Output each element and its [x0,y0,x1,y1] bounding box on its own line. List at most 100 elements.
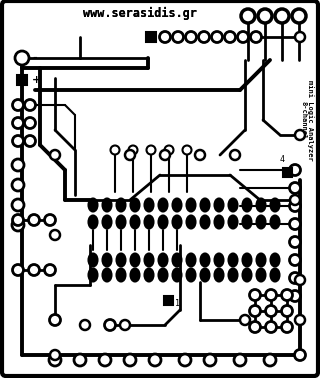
Circle shape [28,214,39,226]
Ellipse shape [116,215,125,228]
Circle shape [290,183,300,194]
Ellipse shape [187,254,196,266]
Circle shape [241,9,255,23]
Text: 1: 1 [175,299,180,307]
Circle shape [290,164,300,175]
Ellipse shape [243,254,252,266]
Ellipse shape [201,254,210,266]
Circle shape [12,179,24,191]
Ellipse shape [187,268,196,282]
Text: www.serasidis.gr: www.serasidis.gr [83,6,197,20]
Ellipse shape [172,215,181,228]
Circle shape [50,350,60,360]
Circle shape [212,31,222,42]
Circle shape [129,146,138,155]
Circle shape [237,31,249,42]
Bar [146,32,156,42]
Ellipse shape [131,254,140,266]
Circle shape [250,305,260,316]
Circle shape [290,291,300,302]
Circle shape [28,265,39,276]
Ellipse shape [89,198,98,212]
Circle shape [295,130,305,140]
Circle shape [49,354,61,366]
Circle shape [290,200,300,212]
Circle shape [110,146,119,155]
Text: -: - [32,53,36,63]
Circle shape [186,31,196,42]
Ellipse shape [187,215,196,228]
Bar [283,167,292,177]
Text: mini Logic Analyzer
8-channel: mini Logic Analyzer 8-channel [300,80,314,160]
Ellipse shape [102,254,111,266]
Circle shape [159,31,171,42]
Circle shape [290,254,300,265]
Ellipse shape [228,198,237,212]
Ellipse shape [158,268,167,282]
Circle shape [295,315,305,325]
Circle shape [25,99,36,110]
Ellipse shape [201,198,210,212]
Ellipse shape [145,198,154,212]
Circle shape [292,9,306,23]
Circle shape [282,322,292,333]
Circle shape [80,320,90,330]
Circle shape [12,214,23,226]
Ellipse shape [131,215,140,228]
Ellipse shape [116,198,125,212]
Circle shape [50,230,60,240]
Circle shape [12,159,24,171]
Ellipse shape [270,198,279,212]
Ellipse shape [243,268,252,282]
Ellipse shape [89,254,98,266]
Ellipse shape [102,215,111,228]
Ellipse shape [145,215,154,228]
Ellipse shape [270,254,279,266]
Circle shape [182,146,191,155]
Ellipse shape [116,254,125,266]
Circle shape [195,150,205,160]
Ellipse shape [116,268,125,282]
Ellipse shape [201,215,210,228]
Ellipse shape [270,268,279,282]
Circle shape [12,135,23,147]
Text: www.serasidis.gr: www.serasidis.gr [83,6,197,20]
Circle shape [147,146,156,155]
Circle shape [120,320,130,330]
Circle shape [74,354,86,366]
Circle shape [15,51,29,65]
Circle shape [264,354,276,366]
Circle shape [105,319,116,330]
Circle shape [282,290,292,301]
Ellipse shape [214,215,223,228]
Ellipse shape [257,215,266,228]
Circle shape [290,237,300,248]
Ellipse shape [158,198,167,212]
Circle shape [295,275,305,285]
Ellipse shape [172,198,181,212]
Ellipse shape [228,268,237,282]
Circle shape [230,150,240,160]
Ellipse shape [214,198,223,212]
Circle shape [250,290,260,301]
Ellipse shape [270,215,279,228]
Ellipse shape [158,254,167,266]
Ellipse shape [214,254,223,266]
Ellipse shape [214,268,223,282]
Circle shape [12,199,24,211]
Ellipse shape [228,254,237,266]
Circle shape [50,314,60,325]
Circle shape [294,350,306,361]
Circle shape [258,9,272,23]
Circle shape [234,354,246,366]
Ellipse shape [102,268,111,282]
Circle shape [290,195,300,205]
Ellipse shape [145,268,154,282]
Ellipse shape [257,198,266,212]
Ellipse shape [228,215,237,228]
Circle shape [225,31,236,42]
Ellipse shape [257,268,266,282]
Circle shape [290,218,300,229]
Circle shape [25,135,36,147]
Circle shape [251,31,261,42]
